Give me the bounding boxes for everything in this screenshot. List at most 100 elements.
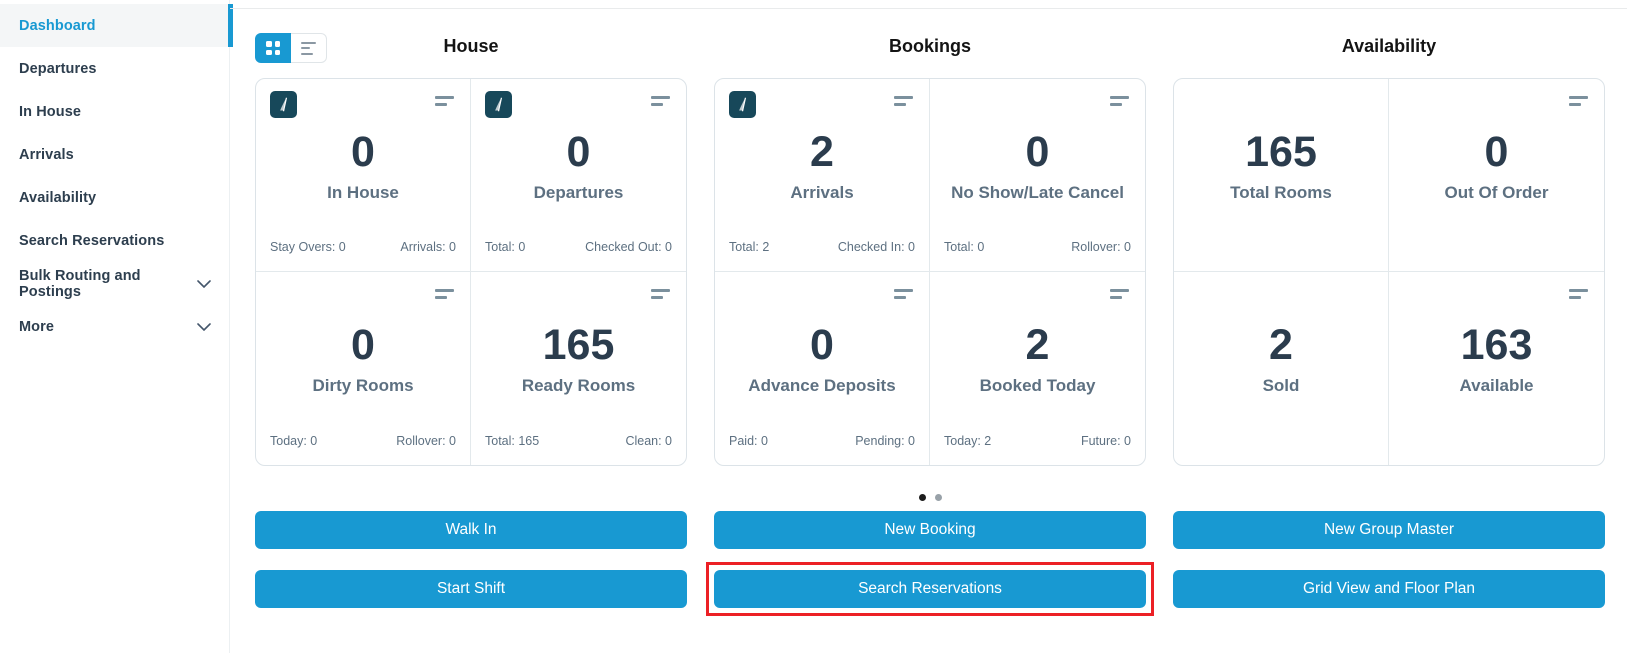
chevron-down-icon: [197, 276, 211, 292]
footer-stat-left: Total: 0: [944, 240, 985, 254]
stat-value: 0: [1025, 128, 1050, 176]
footer-stat-right: Pending: 0: [855, 434, 915, 448]
footer-stat-right: Checked In: 0: [837, 240, 915, 254]
stat-value: 2: [1269, 321, 1293, 369]
start-shift-button[interactable]: Start Shift: [255, 570, 687, 608]
sidebar-item-in-house[interactable]: In House: [0, 90, 229, 133]
stat-card-out-of-order[interactable]: 0 Out Of Order: [1389, 79, 1604, 272]
stat-label: Departures: [533, 183, 624, 202]
card-footer: Today: 2 Future: 0: [944, 434, 1131, 448]
footer-stat-right: Arrivals: 0: [400, 240, 456, 254]
new-booking-button[interactable]: New Booking: [714, 511, 1146, 549]
grid-view-and-floor-plan-button[interactable]: Grid View and Floor Plan: [1173, 570, 1605, 608]
bookings-panel: 2 Arrivals Total: 2 Checked In: 0 0 No S…: [714, 78, 1146, 466]
footer-stat-left: Stay Overs: 0: [270, 240, 346, 254]
card-menu-icon[interactable]: [894, 96, 913, 106]
sidebar-item-label: Departures: [19, 60, 97, 77]
stat-card-booked-today[interactable]: 2 Booked Today Today: 2 Future: 0: [930, 272, 1145, 465]
card-menu-icon[interactable]: [435, 96, 454, 106]
logo-icon: [270, 91, 297, 118]
card-footer: Total: 165 Clean: 0: [485, 434, 672, 448]
sidebar-item-label: In House: [19, 103, 82, 120]
footer-stat-left: Total: 165: [485, 434, 540, 448]
sidebar-item-label: Dashboard: [19, 17, 96, 34]
grid-view-icon: [266, 41, 280, 55]
stat-card-available[interactable]: 163 Available: [1389, 272, 1604, 465]
stat-value: 0: [566, 128, 591, 176]
stat-value: 0: [351, 321, 375, 369]
sidebar-item-bulk-routing-and-postings[interactable]: Bulk Routing and Postings: [0, 262, 229, 305]
stat-card-total-rooms[interactable]: 165 Total Rooms: [1174, 79, 1389, 272]
footer-stat-right: Future: 0: [1080, 434, 1131, 448]
stat-card-advance-deposits[interactable]: 0 Advance Deposits Paid: 0 Pending: 0: [715, 272, 930, 465]
footer-stat-right: Clean: 0: [625, 434, 672, 448]
stat-label: Total Rooms: [1230, 183, 1332, 202]
footer-stat-left: Today: 2: [944, 434, 992, 448]
footer-stat-right: Rollover: 0: [1071, 240, 1131, 254]
stat-card-dirty-rooms[interactable]: 0 Dirty Rooms Today: 0 Rollover: 0: [256, 272, 471, 465]
carousel-dots: [714, 494, 1146, 501]
sidebar-item-departures[interactable]: Departures: [0, 47, 229, 90]
stat-label: Arrivals: [790, 183, 854, 202]
stat-card-in-house[interactable]: 0 In House Stay Overs: 0 Arrivals: 0: [256, 79, 471, 272]
stat-card-sold[interactable]: 2 Sold: [1174, 272, 1389, 465]
card-footer: Stay Overs: 0 Arrivals: 0: [270, 240, 456, 254]
stat-label: Dirty Rooms: [312, 376, 414, 395]
section-title-bookings: Bookings: [888, 36, 971, 56]
stat-label: Sold: [1262, 376, 1300, 395]
logo-icon: [485, 91, 512, 118]
availability-panel: 165 Total Rooms 0 Out Of Order 2 Sold 16…: [1173, 78, 1605, 466]
card-menu-icon[interactable]: [1569, 289, 1588, 299]
card-menu-icon[interactable]: [1110, 289, 1129, 299]
sidebar-item-label: Availability: [19, 189, 97, 206]
stat-label: No Show/Late Cancel: [951, 183, 1124, 202]
footer-stat-left: Paid: 0: [729, 434, 768, 448]
logo-icon: [729, 91, 756, 118]
card-menu-icon[interactable]: [894, 289, 913, 299]
stat-card-departures[interactable]: 0 Departures Total: 0 Checked Out: 0: [471, 79, 686, 272]
sidebar-item-arrivals[interactable]: Arrivals: [0, 133, 229, 176]
sidebar-item-availability[interactable]: Availability: [0, 176, 229, 219]
card-menu-icon[interactable]: [651, 96, 670, 106]
sidebar-item-label: Search Reservations: [19, 232, 165, 249]
new-group-master-button[interactable]: New Group Master: [1173, 511, 1605, 549]
stat-card-arrivals[interactable]: 2 Arrivals Total: 2 Checked In: 0: [715, 79, 930, 272]
stat-value: 163: [1460, 321, 1533, 369]
card-menu-icon[interactable]: [1110, 96, 1129, 106]
stat-value: 0: [1484, 128, 1509, 176]
carousel-dot-2[interactable]: [934, 494, 942, 501]
sidebar-item-label: More: [19, 318, 55, 335]
sidebar-item-search-reservations[interactable]: Search Reservations: [0, 219, 229, 262]
chevron-down-icon: [197, 319, 211, 335]
card-menu-icon[interactable]: [651, 289, 670, 299]
active-indicator-bar: [228, 4, 233, 47]
carousel-dot-1[interactable]: [918, 494, 926, 501]
list-view-button[interactable]: [291, 33, 327, 63]
card-footer: Total: 0 Rollover: 0: [944, 240, 1131, 254]
stat-card-no-show-late-cancel[interactable]: 0 No Show/Late Cancel Total: 0 Rollover:…: [930, 79, 1145, 272]
card-footer: Total: 2 Checked In: 0: [729, 240, 915, 254]
stat-value: 0: [810, 321, 834, 369]
stat-label: In House: [327, 183, 399, 202]
footer-stat-right: Checked Out: 0: [585, 240, 672, 254]
stat-value: 165: [542, 321, 615, 369]
sidebar-item-label: Bulk Routing and Postings: [19, 267, 141, 300]
list-view-icon: [301, 41, 316, 55]
card-menu-icon[interactable]: [435, 289, 454, 299]
search-reservations-button[interactable]: Search Reservations: [714, 570, 1146, 608]
section-title-house: House: [443, 36, 499, 56]
walk-in-button[interactable]: Walk In: [255, 511, 687, 549]
sidebar-item-more[interactable]: More: [0, 305, 229, 348]
grid-view-button[interactable]: [255, 33, 291, 63]
card-menu-icon[interactable]: [1569, 96, 1588, 106]
footer-stat-right: Rollover: 0: [396, 434, 456, 448]
top-divider: [230, 8, 1627, 9]
stat-card-ready-rooms[interactable]: 165 Ready Rooms Total: 165 Clean: 0: [471, 272, 686, 465]
stat-value: 2: [810, 128, 834, 176]
card-footer: Paid: 0 Pending: 0: [729, 434, 915, 448]
stat-label: Booked Today: [979, 376, 1096, 395]
stat-label: Ready Rooms: [521, 376, 636, 395]
sidebar-item-dashboard[interactable]: Dashboard: [0, 4, 233, 47]
section-title-availability: Availability: [1341, 36, 1437, 56]
